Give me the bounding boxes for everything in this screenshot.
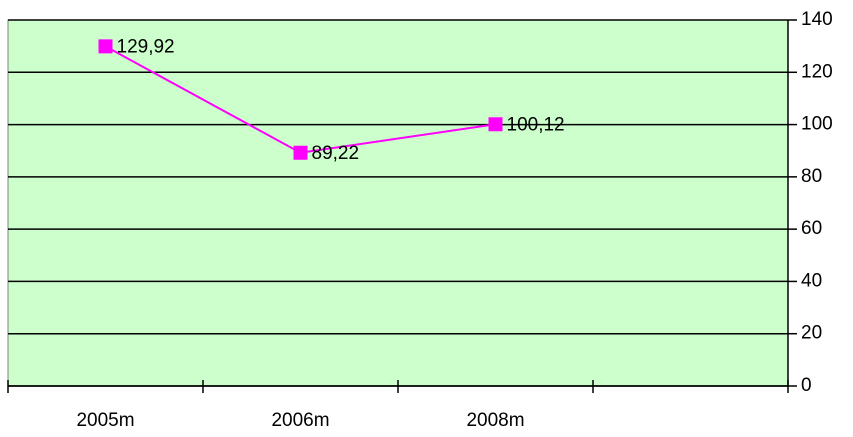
y-tick-label: 0	[801, 375, 812, 396]
data-point	[98, 39, 113, 54]
y-tick-label: 100	[801, 114, 833, 135]
y-tick-label: 140	[801, 9, 833, 30]
y-tick-label: 40	[801, 270, 822, 291]
y-tick-label: 120	[801, 61, 833, 82]
x-tick-label: 2006m	[271, 410, 329, 431]
data-label: 129,92	[117, 36, 175, 57]
x-tick-label: 2008m	[466, 410, 524, 431]
y-tick-label: 80	[801, 166, 822, 187]
y-tick-label: 60	[801, 218, 822, 239]
x-tick-label: 2005m	[76, 410, 134, 431]
plot-area	[7, 19, 789, 387]
y-tick-label: 20	[801, 323, 822, 344]
data-label: 89,22	[312, 143, 360, 164]
data-label: 100,12	[507, 114, 565, 135]
data-point	[488, 117, 503, 132]
data-point	[293, 145, 308, 160]
